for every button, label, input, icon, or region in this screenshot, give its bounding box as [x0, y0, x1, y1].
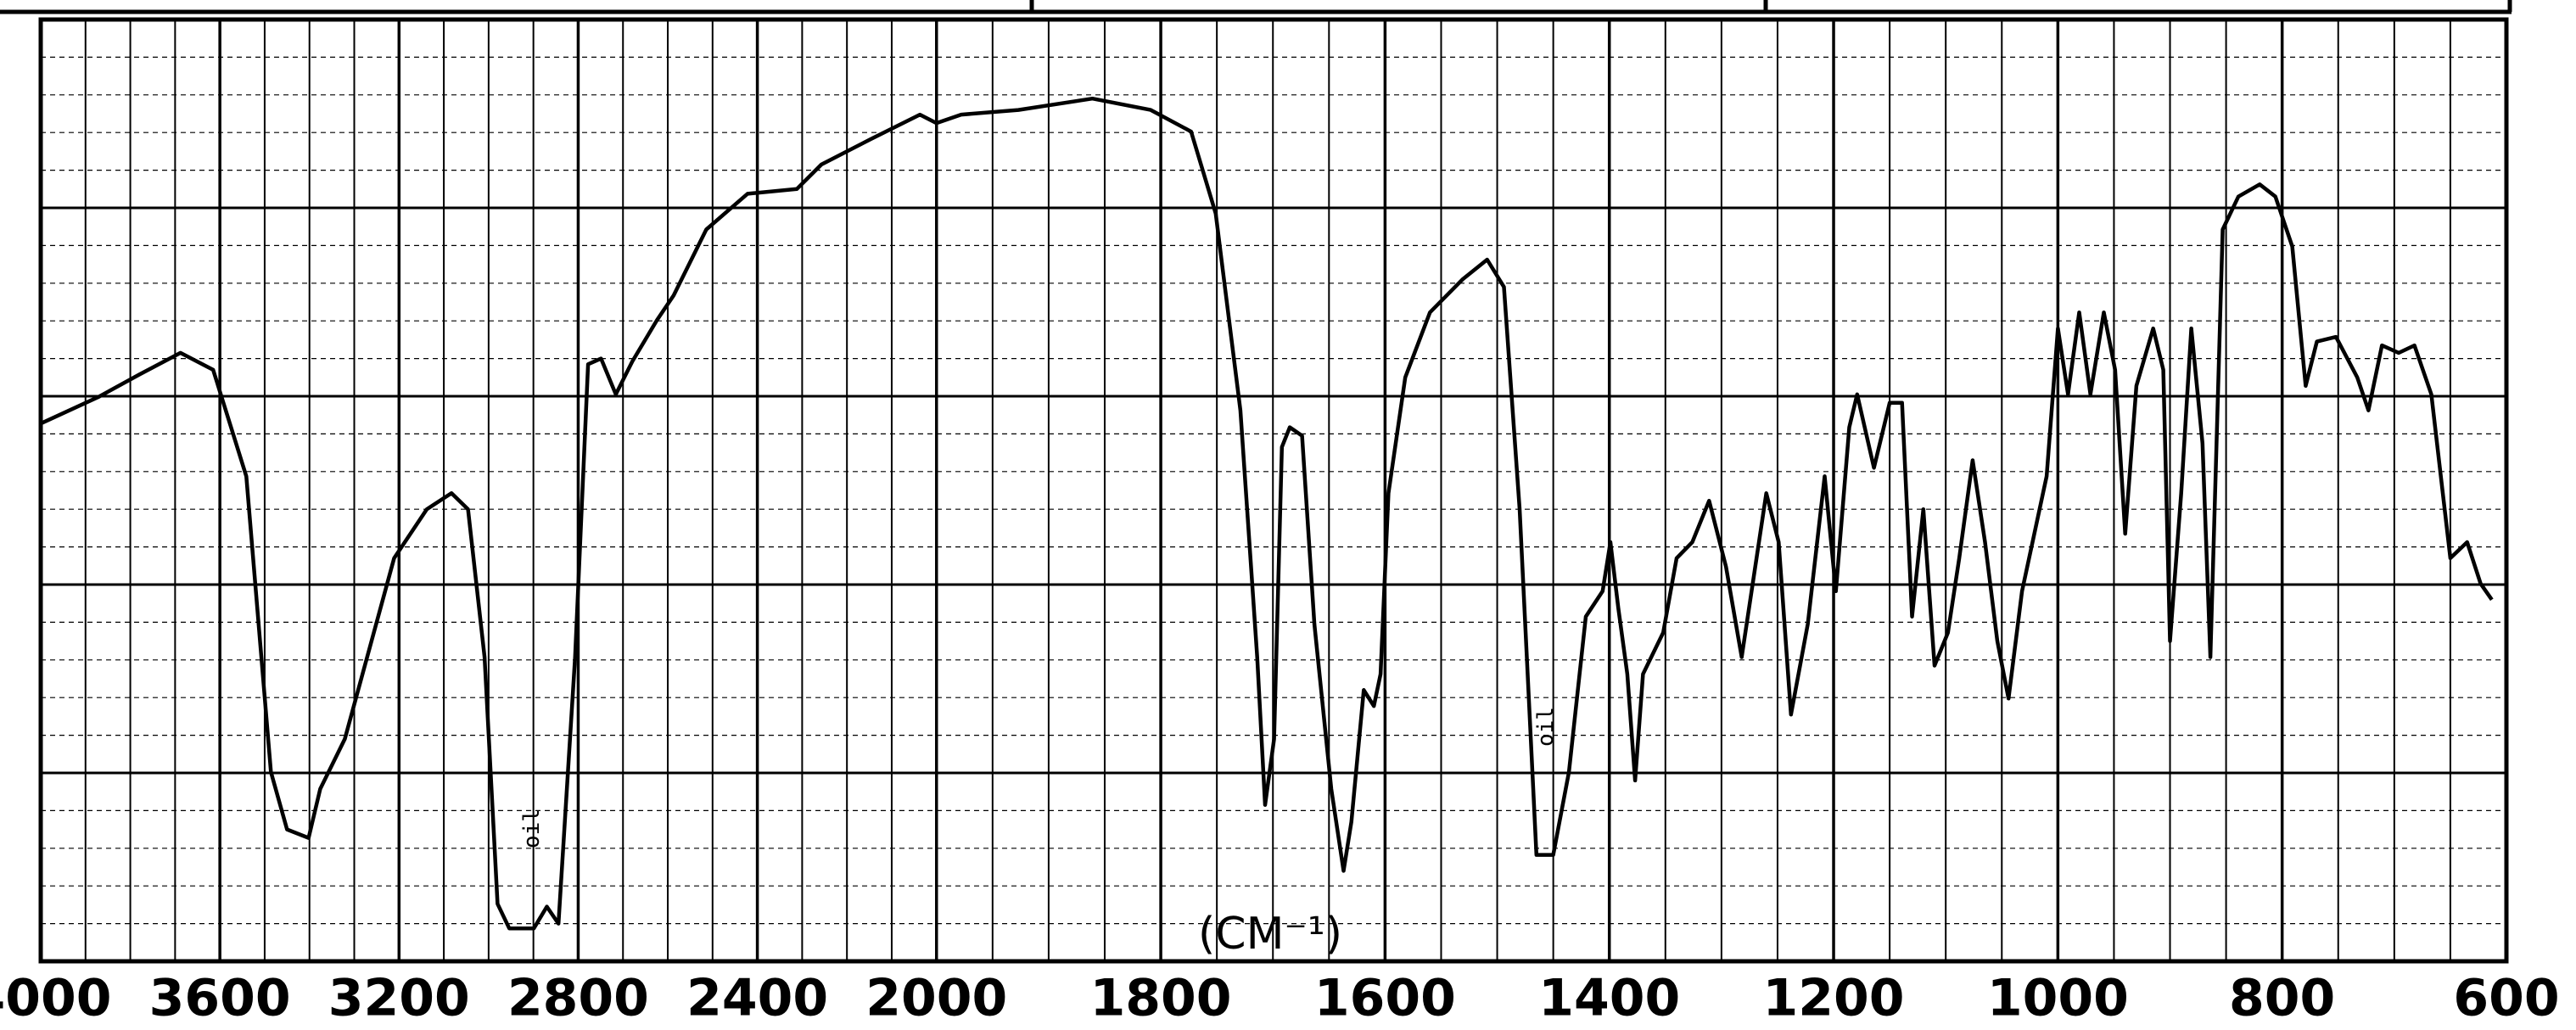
plot-frame	[38, 17, 2509, 964]
annotation: oil	[519, 809, 545, 848]
header-box	[0, 0, 2512, 14]
x-tick-label: 4000	[0, 969, 112, 1028]
x-tick-label: 3200	[328, 969, 470, 1028]
x-tick-label: 1600	[1314, 969, 1456, 1028]
x-tick-label: 2000	[865, 969, 1007, 1028]
x-tick-label: 1400	[1538, 969, 1680, 1028]
grid	[39, 18, 2508, 963]
x-tick-label: 800	[2229, 969, 2335, 1028]
x-tick-label: 600	[2453, 969, 2559, 1028]
x-tick-label: 1000	[1987, 969, 2129, 1028]
x-tick-label: 1200	[1763, 969, 1905, 1028]
x-tick-label: 2400	[686, 969, 828, 1028]
x-tick-label: 1800	[1090, 969, 1232, 1028]
x-axis-label: (CM⁻¹)	[1198, 909, 1342, 960]
spectrum-line	[40, 96, 2494, 931]
annotation: oil	[1533, 707, 1559, 747]
x-tick-label: 2800	[507, 969, 649, 1028]
x-tick-label: 3600	[149, 969, 291, 1028]
